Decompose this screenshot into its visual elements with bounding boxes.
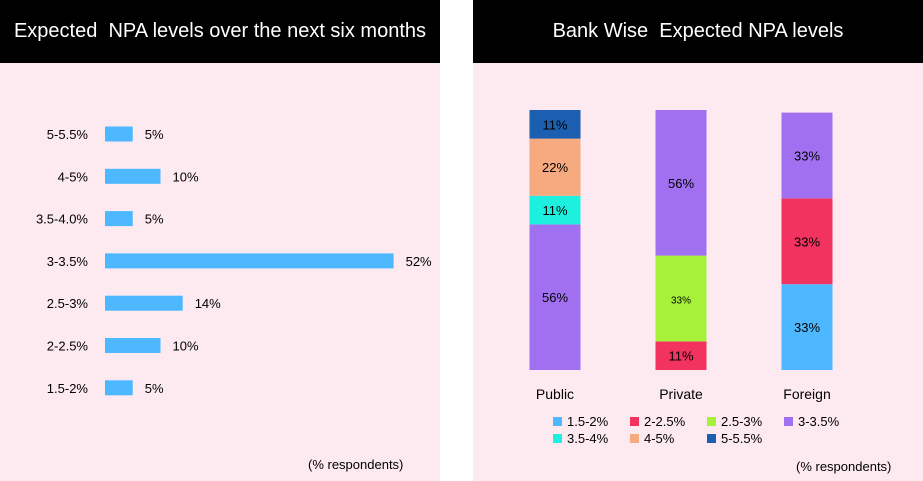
bar [105, 380, 133, 396]
legend-label: 3.5-4% [567, 431, 609, 446]
legend-label: 2.5-3% [721, 414, 763, 429]
segment-label: 56% [542, 290, 568, 305]
left-units-note: (% respondents) [308, 457, 404, 472]
data-label: 52% [406, 254, 432, 269]
segment-label: 56% [668, 176, 694, 191]
category-label: 4-5% [58, 169, 89, 184]
data-label: 14% [195, 296, 221, 311]
legend-label: 3-3.5% [798, 414, 840, 429]
bar [105, 295, 183, 311]
legend-swatch [553, 417, 562, 426]
stack-segment [781, 284, 833, 370]
bank-wise-stacked-chart: 56% 11% 22% 11% Public 11% 33% 56% Private 33% 33%… [529, 110, 833, 402]
stack-segment [529, 110, 581, 139]
segment-label: 33% [794, 234, 820, 249]
legend-item: 3-3.5% [784, 414, 853, 429]
legend-label: 2-2.5% [644, 414, 686, 429]
legend-item: 3.5-4% [553, 431, 622, 446]
segment-label: 22% [542, 160, 568, 175]
data-label: 5% [145, 381, 164, 396]
right-units-note: (% respondents) [796, 459, 892, 474]
bar [105, 168, 161, 184]
legend-swatch [707, 417, 716, 426]
stack-segment [781, 198, 833, 285]
right-chart-panel: Bank Wise Expected NPA levels 56% 11% 22% 1… [473, 0, 923, 481]
segment-label: 33% [794, 320, 820, 335]
legend-item: 2-2.5% [630, 414, 699, 429]
category-label: 5-5.5% [47, 127, 89, 142]
stack-segment [655, 110, 707, 256]
category-label: 1.5-2% [47, 381, 89, 396]
legend-item: 1.5-2% [553, 414, 622, 429]
bar [105, 253, 394, 269]
stack-segment [529, 224, 581, 370]
right-chart-title: Bank Wise Expected NPA levels [473, 0, 923, 63]
stack-segment [529, 138, 581, 196]
stack-segment [529, 195, 581, 225]
category-label: Private [659, 386, 703, 402]
legend-swatch [784, 417, 793, 426]
bar [105, 211, 133, 227]
stack-segment [781, 112, 833, 199]
legend-swatch [553, 434, 562, 443]
left-chart-title: Expected NPA levels over the next six mo… [0, 0, 440, 63]
legend-label: 5-5.5% [721, 431, 763, 446]
stack-segment [655, 255, 707, 342]
segment-label: 33% [794, 149, 820, 164]
npa-levels-bar-chart: 5-5.5% 5% 4-5% 10% 3.5-4.0% 5% 3-3.5% 52% 2.5-3%… [36, 126, 432, 396]
segment-label: 11% [542, 117, 567, 132]
segment-label: 11% [542, 203, 567, 218]
legend-item: 5-5.5% [707, 431, 776, 446]
left-chart-panel: Expected NPA levels over the next six mo… [0, 0, 440, 481]
data-label: 5% [145, 212, 164, 227]
data-label: 10% [173, 169, 199, 184]
legend-swatch [630, 417, 639, 426]
category-label: Foreign [783, 386, 830, 402]
category-label: Public [536, 386, 574, 402]
bar [105, 338, 161, 353]
legend-item: 2.5-3% [707, 414, 776, 429]
data-label: 5% [145, 127, 164, 142]
segment-label: 11% [668, 349, 693, 364]
category-label: 3-3.5% [47, 254, 89, 269]
legend-swatch [630, 434, 639, 443]
category-label: 3.5-4.0% [36, 212, 88, 227]
category-label: 2-2.5% [47, 339, 89, 354]
chart-legend: 1.5-2% 2-2.5% 2.5-3% 3-3.5% 3.5-4% 4-5% 5-5.5% [553, 414, 853, 446]
category-label: 2.5-3% [47, 296, 89, 311]
legend-label: 1.5-2% [567, 414, 609, 429]
segment-label: 33% [671, 296, 691, 307]
legend-label: 4-5% [644, 431, 675, 446]
legend-item: 4-5% [630, 431, 699, 446]
stack-segment [655, 341, 707, 370]
legend-swatch [707, 434, 716, 443]
bar [105, 126, 133, 142]
data-label: 10% [173, 339, 199, 354]
